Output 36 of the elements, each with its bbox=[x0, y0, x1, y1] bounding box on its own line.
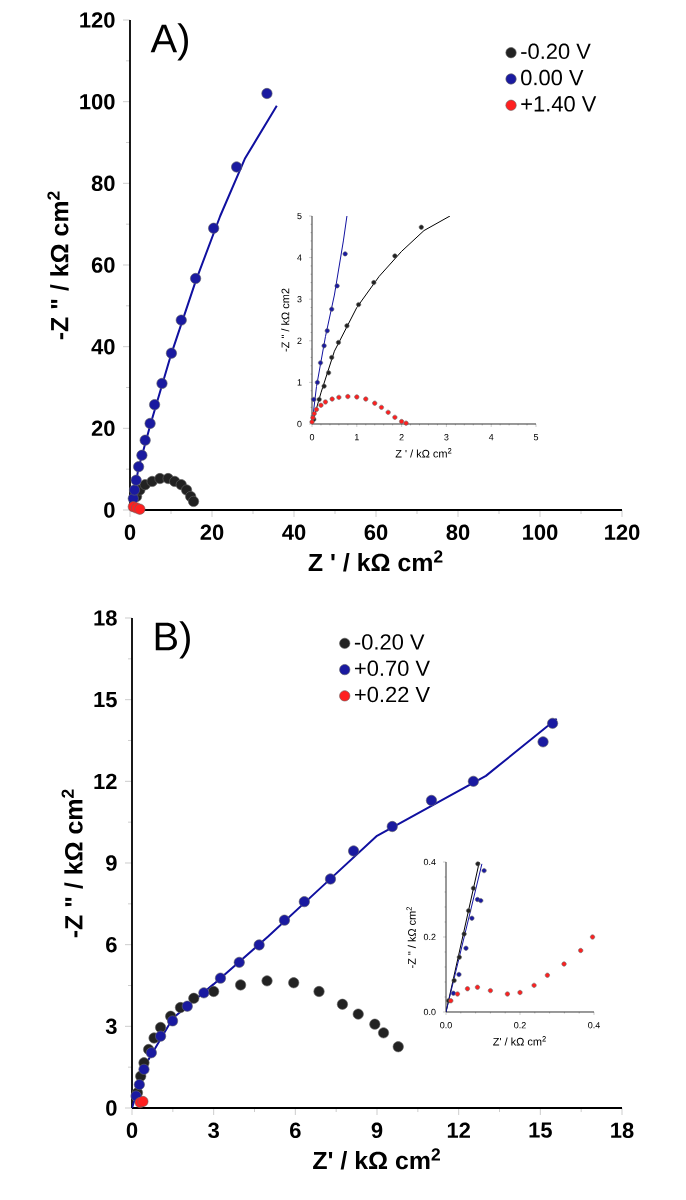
y-tick-label: 6 bbox=[106, 936, 117, 953]
x-tick-label: 18 bbox=[611, 1122, 634, 1139]
x-tick-label: 100 bbox=[523, 524, 558, 541]
y-axis-title: -Z " / kΩ cm$^{2}$ bbox=[61, 789, 83, 938]
y-tick-label: 60 bbox=[91, 257, 115, 273]
y-tick-label: 0 bbox=[106, 1100, 117, 1116]
y-tick-label: 120 bbox=[80, 12, 115, 28]
x-tick-label: 12 bbox=[447, 1122, 470, 1138]
y-tick-label: 18 bbox=[94, 610, 117, 626]
y-tick-label: 40 bbox=[91, 338, 115, 355]
legend-label: -0.20 V bbox=[521, 43, 591, 60]
y-tick-label: 80 bbox=[91, 175, 115, 192]
x-tick-label: 80 bbox=[446, 524, 470, 541]
x-axis-title: Z ' / kΩ cm$^{2}$ bbox=[308, 550, 443, 572]
y-tick-label: 0 bbox=[104, 502, 115, 518]
x-tick-label: 0 bbox=[124, 524, 136, 541]
x-tick-label: 0 bbox=[126, 1122, 138, 1139]
x-tick-label: 20 bbox=[200, 524, 224, 541]
y-tick-label: 15 bbox=[94, 692, 117, 708]
y-tick-label: 12 bbox=[94, 773, 117, 789]
x-axis-title: Z' / kΩ cm$^{2}$ bbox=[313, 1148, 440, 1170]
chart-title: A) bbox=[150, 23, 188, 61]
legend-label: +0.22 V bbox=[354, 686, 430, 703]
legend-label: 0.00 V bbox=[521, 69, 584, 86]
x-tick-label: 15 bbox=[529, 1122, 552, 1138]
x-tick-label: 3 bbox=[208, 1122, 219, 1139]
x-tick-label: 60 bbox=[364, 524, 388, 541]
legend-label: +1.40 V bbox=[521, 96, 597, 112]
y-axis-title: -Z " / kΩ cm$^{2}$ bbox=[47, 191, 69, 340]
chart-title: B) bbox=[155, 621, 190, 659]
legend-label: +0.70 V bbox=[354, 660, 430, 676]
y-tick-label: 100 bbox=[80, 93, 115, 110]
x-tick-label: 9 bbox=[371, 1122, 383, 1139]
x-tick-label: 120 bbox=[605, 524, 640, 541]
legend-label: -0.20 V bbox=[354, 634, 425, 650]
y-tick-label: 9 bbox=[106, 855, 117, 871]
